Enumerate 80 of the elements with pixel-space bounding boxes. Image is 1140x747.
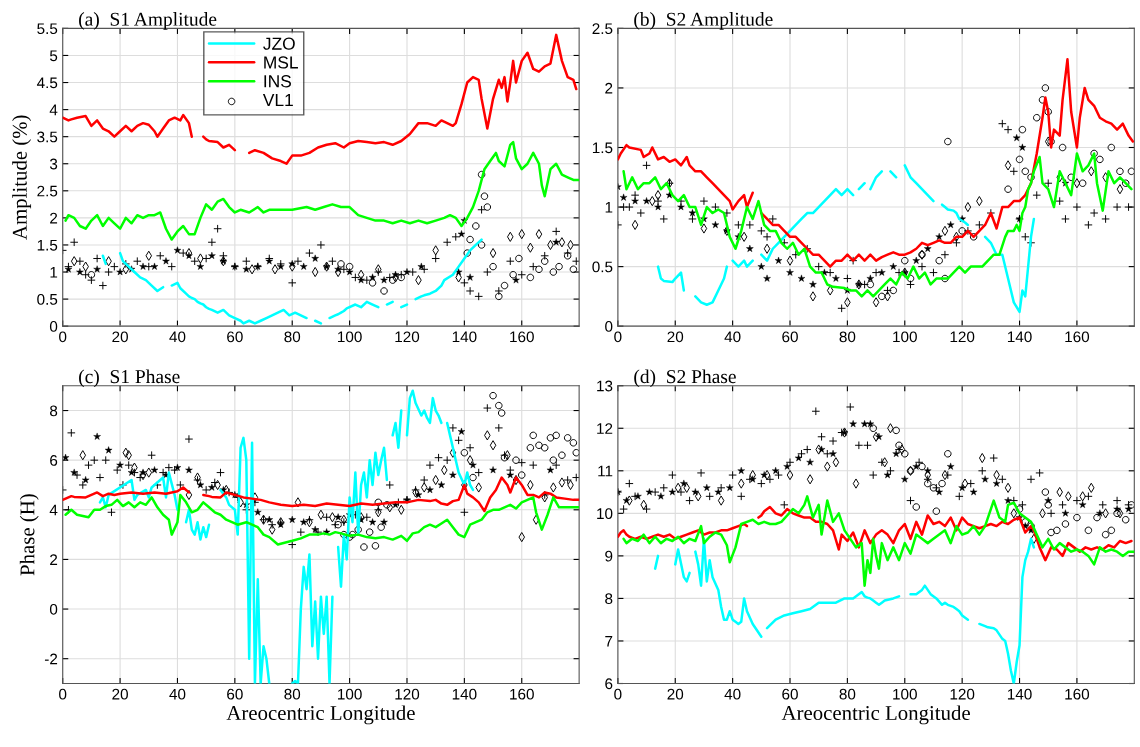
y-tick-label: 12 bbox=[597, 423, 613, 434]
chart-title: (c) S1 Phase bbox=[79, 369, 180, 388]
y-tick-label: 1.5 bbox=[37, 239, 58, 251]
x-tick-label: 20 bbox=[667, 331, 684, 343]
x-tick-label: 100 bbox=[893, 331, 917, 343]
y-tick-label: 2 bbox=[50, 212, 58, 224]
x-tick-label: 20 bbox=[112, 331, 128, 343]
x-tick-label: 120 bbox=[950, 331, 975, 343]
y-tick-label: 4 bbox=[49, 504, 58, 516]
chart-title: (b) S2 Amplitude bbox=[634, 12, 773, 30]
y-tick-label: 7 bbox=[605, 635, 613, 647]
x-tick-label: 160 bbox=[510, 331, 534, 343]
x-tick-label: 20 bbox=[112, 688, 128, 700]
x-tick-label: 160 bbox=[510, 688, 534, 700]
x-tick-label: 80 bbox=[839, 331, 856, 343]
x-tick-label: 60 bbox=[782, 331, 798, 343]
y-tick-label: 0 bbox=[49, 321, 58, 332]
y-tick-label: 2 bbox=[605, 82, 613, 94]
x-tick-label: 40 bbox=[724, 331, 741, 343]
x-tick-label: 120 bbox=[950, 688, 975, 700]
x-tick-label: 60 bbox=[782, 688, 798, 700]
y-tick-label: 1.5 bbox=[592, 142, 613, 154]
y-tick-label: 0.5 bbox=[37, 293, 58, 305]
x-tick-label: 80 bbox=[284, 688, 301, 700]
y-tick-label: 5.5 bbox=[37, 23, 58, 35]
x-tick-label: 140 bbox=[1007, 331, 1032, 343]
y-tick-label: 0 bbox=[49, 603, 58, 615]
y-tick-label: 2 bbox=[50, 554, 58, 565]
x-tick-label: 120 bbox=[395, 331, 420, 343]
x-tick-label: 140 bbox=[452, 331, 477, 343]
x-tick-label: 160 bbox=[1065, 331, 1090, 343]
y-axis-title: Amplitude (%) bbox=[12, 115, 32, 240]
y-tick-label: 9 bbox=[605, 550, 613, 562]
x-tick-label: 100 bbox=[893, 688, 917, 700]
y-tick-label: 3.5 bbox=[37, 131, 58, 143]
x-tick-label: 160 bbox=[1065, 688, 1090, 700]
y-tick-label: 0 bbox=[605, 321, 613, 332]
x-tick-label: 140 bbox=[1007, 688, 1032, 700]
y-tick-label: 0.5 bbox=[592, 261, 613, 273]
y-tick-label: 5 bbox=[49, 50, 58, 62]
x-tick-label: 60 bbox=[227, 688, 243, 700]
x-tick-label: 0 bbox=[614, 331, 622, 343]
legend-label: VL1 bbox=[262, 94, 293, 107]
y-tick-label: 11 bbox=[598, 465, 613, 477]
y-tick-label: 6 bbox=[605, 678, 613, 690]
y-tick-label: 4 bbox=[49, 104, 58, 116]
y-tick-label: 13 bbox=[597, 380, 613, 392]
x-tick-label: 0 bbox=[59, 331, 67, 343]
x-tick-label: 0 bbox=[59, 688, 67, 700]
legend-label: MSL bbox=[264, 56, 298, 69]
y-tick-label: 2.5 bbox=[37, 185, 58, 197]
y-tick-label: 3 bbox=[49, 158, 58, 170]
x-tick-label: 80 bbox=[839, 688, 856, 700]
x-tick-label: 80 bbox=[284, 331, 301, 343]
legend-label: JZO bbox=[263, 37, 295, 50]
y-tick-label: -2 bbox=[44, 653, 58, 665]
x-axis-title: Areocentric Longitude bbox=[781, 705, 970, 725]
x-tick-label: 60 bbox=[227, 331, 243, 343]
x-tick-label: 20 bbox=[667, 688, 684, 700]
y-tick-label: 8 bbox=[605, 593, 613, 605]
x-tick-label: 100 bbox=[338, 331, 362, 343]
x-tick-label: 40 bbox=[724, 688, 741, 700]
y-tick-label: 8 bbox=[50, 405, 58, 417]
y-tick-label: 1 bbox=[50, 267, 58, 278]
x-axis-title: Areocentric Longitude bbox=[226, 705, 415, 725]
y-tick-label: 4.5 bbox=[36, 77, 58, 89]
x-tick-label: 40 bbox=[169, 331, 186, 343]
chart-title: (a) S1 Amplitude bbox=[79, 12, 217, 30]
x-tick-label: 0 bbox=[614, 688, 622, 700]
chart-title: (d) S2 Phase bbox=[634, 369, 736, 388]
x-tick-label: 100 bbox=[338, 688, 362, 700]
x-tick-label: 120 bbox=[395, 688, 420, 700]
legend-label: INS bbox=[264, 75, 291, 88]
x-tick-label: 40 bbox=[169, 688, 186, 700]
y-tick-label: 2.5 bbox=[592, 23, 613, 35]
y-tick-label: 6 bbox=[50, 455, 58, 466]
x-tick-label: 140 bbox=[452, 688, 477, 700]
y-axis-title: Phase (H) bbox=[19, 494, 39, 576]
y-tick-label: 10 bbox=[597, 508, 613, 520]
y-tick-label: 1 bbox=[605, 202, 613, 213]
